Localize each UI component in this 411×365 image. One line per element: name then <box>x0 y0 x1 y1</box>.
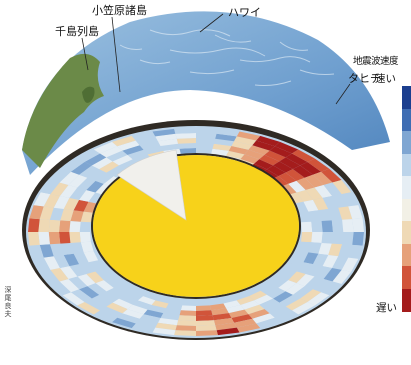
tomography-cell <box>59 232 70 244</box>
tomography-cell <box>196 138 215 144</box>
colorbar-segment <box>402 289 411 312</box>
tomography-cell <box>196 315 214 321</box>
tomography-cell <box>196 325 217 331</box>
tomography-cell <box>311 232 322 243</box>
tomography-cell <box>332 220 344 232</box>
tomography-cell <box>69 232 80 243</box>
legend-fast-label: 速い <box>375 74 396 85</box>
colorbar-segment <box>402 154 411 177</box>
tomography-cell <box>80 232 91 242</box>
tomography-cell <box>175 325 196 331</box>
colorbar-segment <box>402 86 411 109</box>
tomography-cell <box>180 148 197 154</box>
tomography-cell <box>196 305 211 311</box>
colorbar-segment <box>402 109 411 132</box>
colorbar-segment <box>402 266 411 289</box>
tomography-cell <box>69 221 80 232</box>
tomography-cell <box>174 128 196 134</box>
tomography-cell <box>322 220 333 232</box>
tomography-cell <box>342 219 354 232</box>
label-ogasawara: 小笠原諸島 <box>92 3 147 17</box>
tomography-cell <box>49 232 61 244</box>
tomography-cell <box>177 138 196 144</box>
tomography-cell <box>28 218 40 232</box>
tomography-cell <box>177 320 196 326</box>
tomography-cell <box>352 218 364 232</box>
tomography-cell <box>311 221 322 232</box>
tomography-cell <box>196 330 218 336</box>
tomography-cell <box>196 143 214 149</box>
colorbar-segment <box>402 131 411 154</box>
tomography-cell <box>196 320 215 326</box>
tomography-cell <box>38 232 50 245</box>
label-hawaii: ハワイ <box>228 6 261 19</box>
tomography-cell <box>28 232 40 246</box>
tomography-cell <box>174 330 196 336</box>
tomography-cell <box>196 148 213 154</box>
tomography-cell <box>196 310 213 316</box>
colorbar-segment <box>402 176 411 199</box>
colorbar-segment <box>402 244 411 267</box>
tomography-cell <box>178 143 196 149</box>
tomography-cell <box>196 133 217 139</box>
tomography-cell <box>342 232 354 245</box>
tomography-cell <box>59 220 70 232</box>
tomography-cell <box>322 232 333 244</box>
colorbar-segment <box>402 221 411 244</box>
tomography-cell <box>301 232 312 242</box>
tomography-cell <box>352 232 364 246</box>
tomography-cell <box>196 128 218 134</box>
legend-slow-label: 遅い <box>376 303 397 314</box>
tomography-cell <box>175 133 196 139</box>
tomography-cell <box>178 315 196 321</box>
velocity-colorbar <box>402 86 411 311</box>
tomography-cell <box>181 305 196 311</box>
legend-title: 地震波速度 <box>353 57 398 67</box>
tomography-cell <box>80 222 91 232</box>
tomography-cell <box>38 219 50 232</box>
label-chishima: 千島列島 <box>55 24 99 38</box>
tomography-cell <box>301 222 312 232</box>
colorbar-segment <box>402 199 411 222</box>
author-credit: 深尾良夫 <box>4 286 11 318</box>
tomography-cell <box>332 232 344 244</box>
tomography-cell <box>49 220 61 232</box>
tomography-cell <box>180 310 197 316</box>
